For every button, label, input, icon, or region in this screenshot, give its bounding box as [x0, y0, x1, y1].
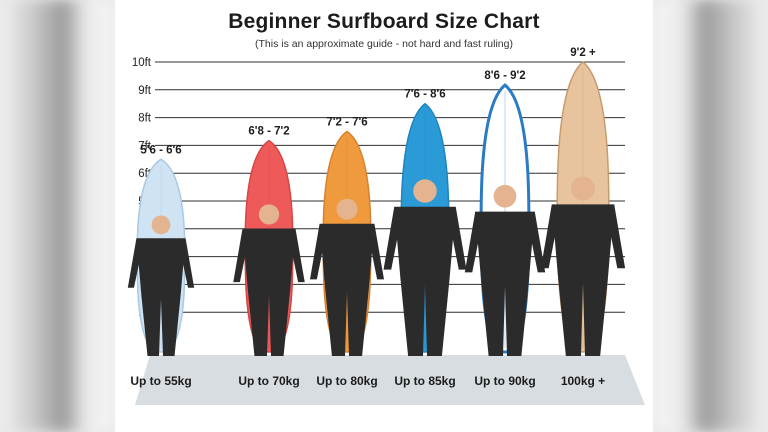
- board-size-label: 7'2 - 7'6: [326, 117, 367, 129]
- board-size-label: 5'6 - 6'6: [140, 144, 181, 156]
- rider-body: [136, 238, 186, 356]
- rider-body: [242, 228, 296, 356]
- board-size-label: 9'2 +: [570, 47, 596, 59]
- rider-body: [319, 223, 375, 356]
- rider-arm: [606, 204, 626, 269]
- rider-arm: [527, 211, 546, 273]
- rider-arm: [309, 223, 327, 280]
- weight-category-label: Up to 90kg: [474, 374, 535, 388]
- rider-body: [551, 204, 615, 356]
- y-tick-label: 10ft: [132, 57, 152, 69]
- rider-head: [493, 184, 517, 208]
- blurred-background-left: [0, 0, 115, 432]
- rider-head: [413, 179, 437, 203]
- rider-head: [151, 215, 171, 235]
- rider-arm: [448, 206, 467, 270]
- rider-head: [571, 176, 595, 201]
- rider-head: [258, 204, 280, 225]
- rider-arm: [233, 228, 250, 283]
- floor-platform: [135, 355, 645, 405]
- chart-card: Beginner Surfboard Size Chart (This is a…: [115, 0, 653, 432]
- chart-title: Beginner Surfboard Size Chart: [228, 10, 540, 33]
- rider-body: [475, 211, 535, 356]
- weight-category-label: Up to 55kg: [130, 374, 191, 388]
- rider-arm: [540, 204, 560, 269]
- y-tick-label: 7ft: [138, 140, 152, 152]
- rider-arm: [367, 223, 385, 280]
- weight-category-label: Up to 80kg: [316, 374, 377, 388]
- rider-arm: [464, 211, 483, 273]
- y-tick-label: 9ft: [138, 85, 152, 97]
- weight-category-label: 100kg +: [561, 374, 605, 388]
- rider-arm: [383, 206, 402, 270]
- weight-category-label: Up to 70kg: [238, 374, 299, 388]
- rider-arm: [179, 238, 195, 288]
- rider-body: [394, 206, 456, 356]
- y-tick-label: 8ft: [138, 113, 152, 125]
- surfboard-chart: 1ft2ft3ft4ft5ft6ft7ft8ft9ft10ft5'6 - 6'6…: [127, 47, 645, 405]
- chart-subtitle: (This is an approximate guide - not hard…: [255, 38, 513, 50]
- weight-category-label: Up to 85kg: [394, 374, 455, 388]
- blurred-background-right: [653, 0, 768, 432]
- rider-arm: [288, 228, 305, 283]
- board-size-label: 8'6 - 9'2: [484, 70, 525, 82]
- board-size-label: 6'8 - 7'2: [248, 126, 289, 138]
- board-size-label: 7'6 - 8'6: [404, 89, 445, 101]
- rider-head: [336, 198, 358, 220]
- rider-arm: [127, 238, 143, 288]
